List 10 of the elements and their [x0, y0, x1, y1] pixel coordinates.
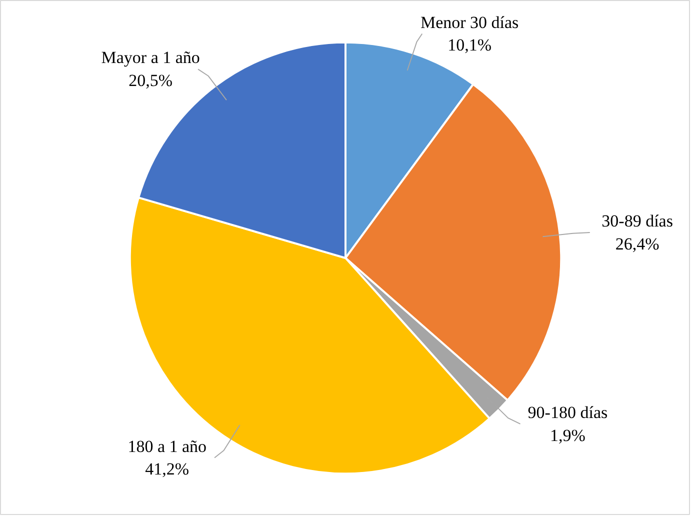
data-label: 20,5%: [128, 71, 173, 90]
slice-label: Mayor a 1 año: [101, 48, 200, 68]
data-label: 1,9%: [550, 426, 586, 445]
slice-label: 90-180 días: [528, 403, 608, 422]
slice-label: 30-89 días: [602, 212, 673, 231]
data-label: 41,2%: [145, 460, 190, 479]
data-label: 10,1%: [448, 36, 492, 55]
slice-label: 180 a 1 año: [128, 436, 207, 456]
data-label: 26,4%: [615, 234, 660, 254]
slice-label: Menor 30 días: [420, 12, 519, 32]
